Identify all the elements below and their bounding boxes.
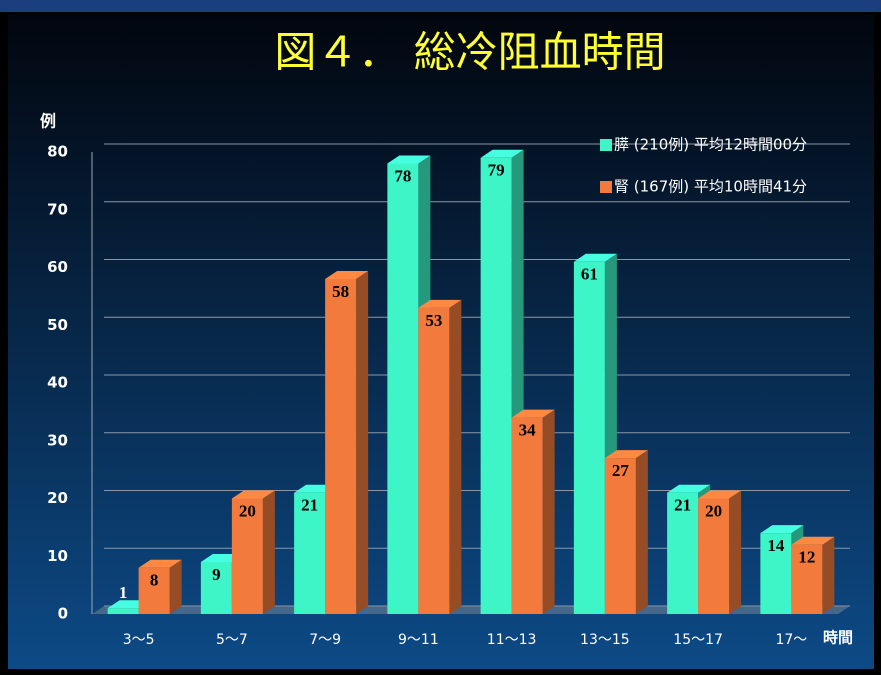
x-tick-label: 15～17 [673, 632, 723, 648]
bar-top [573, 253, 617, 262]
data-label: 1 [119, 583, 128, 602]
x-tick-label: 5～7 [216, 632, 248, 648]
data-label: 9 [212, 565, 221, 584]
bar-front [325, 279, 357, 614]
bar-side [356, 271, 369, 614]
x-tick-label: 11～13 [487, 632, 537, 648]
x-axis-label: 時間 [823, 629, 853, 647]
data-label: 8 [150, 571, 159, 590]
x-tick-label: 9～11 [398, 632, 439, 648]
legend-label: 腎 (167例) 平均10時間41分 [614, 178, 807, 196]
bar-top [418, 299, 462, 308]
data-label: 27 [612, 461, 630, 480]
floor [92, 606, 850, 614]
bar-front [604, 458, 636, 614]
bar-front [138, 567, 170, 614]
bar-front [511, 417, 543, 614]
top-band [0, 0, 881, 12]
bar-front [760, 533, 792, 614]
data-label: 58 [332, 282, 349, 301]
bar-top [511, 409, 555, 418]
bar-top [667, 484, 711, 493]
bar-side [729, 490, 742, 614]
data-label: 21 [301, 496, 318, 515]
y-tick-label: 10 [47, 547, 68, 565]
bar-front [231, 498, 263, 614]
data-label: 20 [705, 501, 722, 520]
bar-front [294, 492, 326, 614]
bar [511, 409, 555, 614]
bar [418, 299, 462, 614]
bar-front [698, 498, 730, 614]
legend-swatch [600, 139, 612, 151]
bar-front [107, 608, 139, 614]
bar [791, 536, 835, 614]
bar-front [573, 261, 605, 614]
y-tick-label: 70 [47, 200, 68, 218]
y-tick-label: 0 [58, 605, 68, 623]
bar-top [480, 149, 524, 158]
bar-side [542, 409, 555, 614]
y-axis-label: 例 [40, 112, 56, 131]
y-tick-label: 50 [47, 316, 68, 334]
bar-front [200, 562, 232, 614]
bar-side [822, 536, 835, 614]
data-label: 61 [581, 265, 598, 284]
bar-side [449, 299, 462, 614]
x-tick-label: 3～5 [123, 632, 155, 648]
legend-swatch [600, 181, 612, 193]
bar-top [387, 155, 431, 164]
bar [604, 450, 648, 614]
bar-top [138, 559, 182, 568]
bar [138, 559, 182, 614]
bar [325, 271, 369, 614]
y-tick-label: 30 [47, 431, 68, 449]
y-tick-label: 60 [47, 258, 68, 276]
data-label: 14 [767, 536, 785, 555]
data-label: 12 [798, 548, 815, 567]
legend-label: 膵 (210例) 平均12時間00分 [614, 136, 807, 154]
data-label: 20 [239, 501, 256, 520]
bar [231, 490, 275, 614]
bar-top [791, 536, 835, 545]
y-tick-label: 80 [47, 143, 68, 161]
bar-front [667, 492, 699, 614]
bar [698, 490, 742, 614]
data-label: 78 [394, 166, 411, 185]
data-label: 53 [425, 311, 442, 330]
data-label: 21 [674, 496, 691, 515]
bar-front [480, 157, 512, 614]
bar-top [325, 271, 369, 280]
x-tick-label: 17～ [775, 632, 807, 648]
bar-side [262, 490, 275, 614]
x-tick-label: 13～15 [580, 632, 630, 648]
data-label: 79 [488, 161, 505, 180]
bar-front [418, 307, 450, 614]
bar-front [791, 544, 823, 614]
bar-top [604, 450, 648, 459]
data-label: 34 [519, 421, 537, 440]
y-tick-label: 20 [47, 489, 68, 507]
bar-side [635, 450, 648, 614]
bar-top [231, 490, 275, 499]
chart-title: 図４． 総冷阻血時間 [274, 28, 665, 77]
bar-side [169, 559, 182, 614]
bar-top [698, 490, 742, 499]
bar-front [387, 163, 419, 615]
y-tick-label: 40 [47, 374, 68, 392]
bar-top [760, 525, 804, 534]
x-tick-label: 7～9 [309, 632, 341, 648]
